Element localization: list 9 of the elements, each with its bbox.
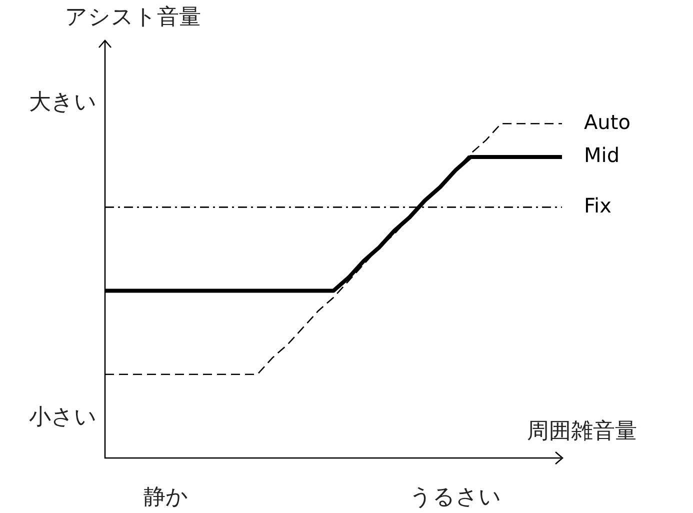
series-label: Auto (584, 110, 630, 134)
x-axis-title: 周囲雑音量 (527, 419, 637, 444)
text: 小さい (29, 405, 97, 430)
text: 大きい (29, 90, 97, 115)
x-tick-label: うるさい (409, 484, 502, 510)
y-axis-title: アシスト音量 (65, 5, 201, 30)
series-label: Fix (584, 193, 612, 218)
series-label: Mid (584, 143, 620, 168)
x-tick-label: 静か (143, 484, 188, 510)
